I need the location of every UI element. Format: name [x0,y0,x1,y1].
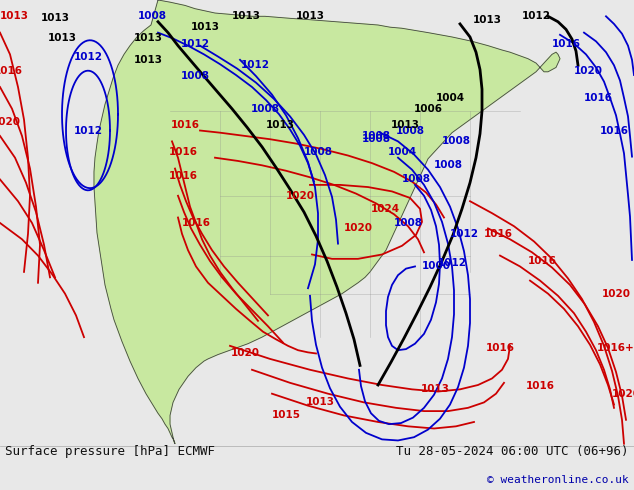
Text: 1013: 1013 [41,14,70,24]
Text: 1016: 1016 [600,125,628,136]
Text: 1015: 1015 [271,411,301,420]
Text: 1012: 1012 [522,11,550,21]
Text: 1008: 1008 [434,160,462,171]
Text: 1013: 1013 [472,15,501,24]
Text: 1016: 1016 [484,229,512,239]
Text: 1016+: 1016+ [597,343,634,353]
Text: 1012: 1012 [181,39,209,49]
Text: 1012: 1012 [74,125,103,136]
Text: 1008: 1008 [181,71,209,81]
Text: 1016: 1016 [552,39,581,49]
Text: 1013: 1013 [420,384,450,394]
Text: 1013: 1013 [266,120,295,130]
Text: 1006: 1006 [413,104,443,114]
Text: 1013: 1013 [391,120,420,130]
Text: 1020: 1020 [612,389,634,399]
Text: 1020: 1020 [231,348,259,359]
Text: 1020: 1020 [285,191,314,201]
Text: 1013: 1013 [190,22,219,32]
Text: 1016: 1016 [0,66,22,75]
Text: 1012: 1012 [437,258,467,268]
Text: 1012: 1012 [74,51,103,62]
Text: 1016: 1016 [169,147,198,157]
Text: 1016: 1016 [526,381,555,391]
Text: 1013: 1013 [134,55,162,65]
Text: 1008: 1008 [401,174,430,184]
Text: 1016: 1016 [169,171,198,181]
Text: 1013: 1013 [295,11,325,21]
Text: Tu 28-05-2024 06:00 UTC (06+96): Tu 28-05-2024 06:00 UTC (06+96) [396,445,629,458]
Text: 1008: 1008 [361,134,391,144]
Text: 1000: 1000 [422,262,451,271]
Text: 1008: 1008 [394,218,422,228]
Text: 1020: 1020 [0,117,20,127]
Text: 1013: 1013 [0,11,29,21]
Text: 1020: 1020 [602,289,630,298]
Text: 1016: 1016 [527,256,557,266]
Text: 1013: 1013 [231,11,261,21]
Text: 1012: 1012 [450,229,479,239]
Text: 1020: 1020 [574,66,602,75]
Text: 1016: 1016 [583,93,612,103]
Text: 1016: 1016 [486,343,515,353]
Text: 1008: 1008 [250,104,280,114]
Text: 1013: 1013 [48,33,77,43]
Text: © weatheronline.co.uk: © weatheronline.co.uk [487,475,629,485]
Text: 1008: 1008 [396,125,425,136]
Text: 1013: 1013 [306,397,335,407]
Text: 1008: 1008 [304,147,332,157]
Polygon shape [94,0,560,444]
Text: 1016: 1016 [181,218,210,228]
Text: 1008: 1008 [361,131,391,141]
Text: 1008: 1008 [441,136,470,147]
Text: 1004: 1004 [436,93,465,103]
Text: 1004: 1004 [387,147,417,157]
Text: 1013: 1013 [134,33,162,43]
Text: Surface pressure [hPa] ECMWF: Surface pressure [hPa] ECMWF [5,445,215,458]
Text: 1008: 1008 [138,11,167,21]
Text: 1020: 1020 [344,223,373,233]
Text: 1016: 1016 [171,120,200,130]
Text: 1012: 1012 [240,60,269,70]
Text: 1024: 1024 [370,204,399,214]
